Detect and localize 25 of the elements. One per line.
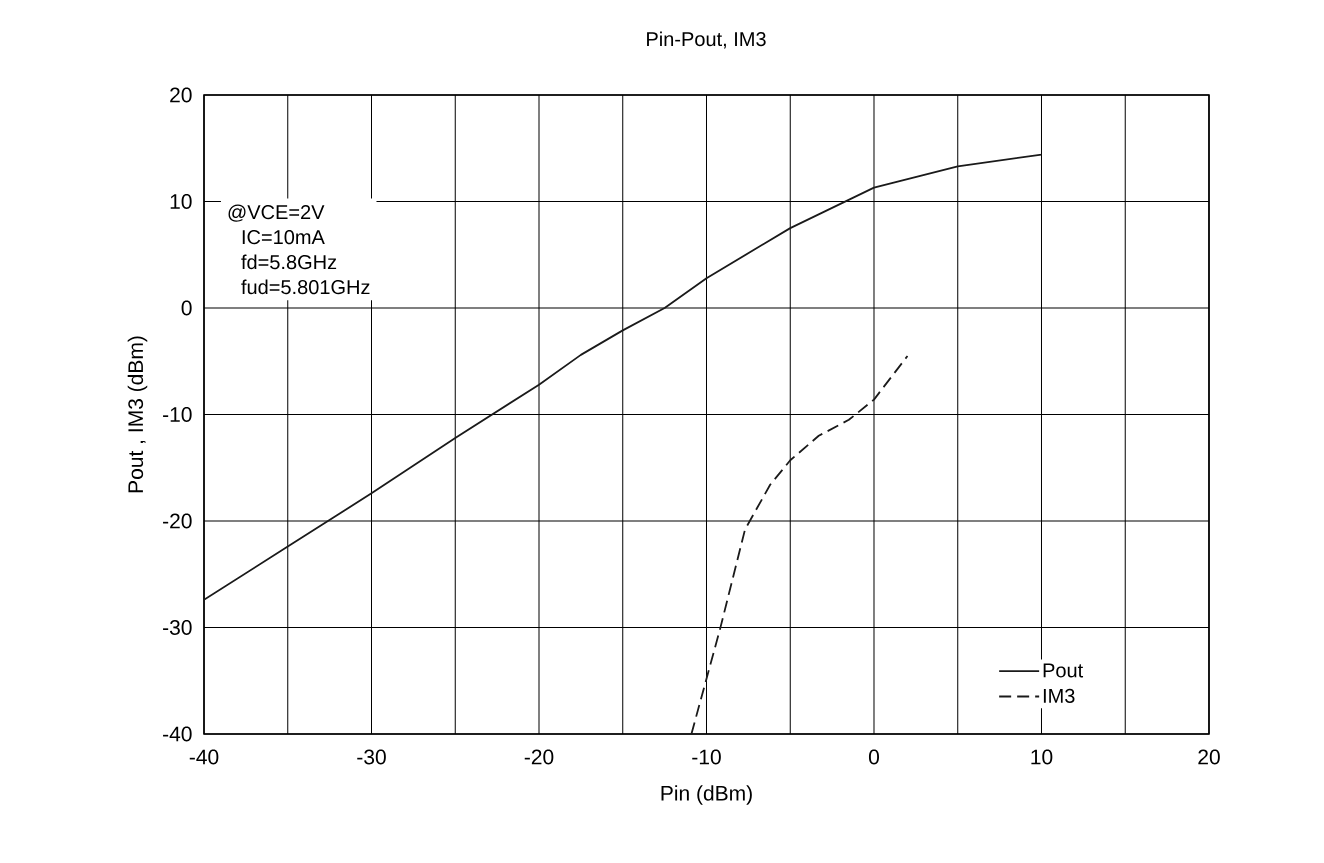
- legend-label: Pout: [1043, 663, 1084, 678]
- x-tick-label: -40: [189, 749, 219, 765]
- y-tick-label: -40: [163, 726, 192, 742]
- x-tick-label: 10: [1031, 749, 1053, 765]
- legend-label: IM3: [1043, 688, 1075, 703]
- y-tick-label: -10: [163, 407, 192, 422]
- chart-title: Pin-Pout, IM3: [647, 31, 766, 49]
- y-axis-title: Pout , IM3 (dBm): [127, 336, 148, 493]
- y-tick-label: -20: [163, 513, 192, 529]
- line-series: [690, 355, 909, 734]
- line-series: [204, 153, 1043, 601]
- annotation: fud=5.801GHz: [241, 279, 370, 295]
- y-tick-label: 20: [170, 87, 192, 103]
- annotation: IC=10mA: [242, 230, 325, 245]
- annotation: fd=5.8GHz: [241, 254, 337, 270]
- y-tick-label: -30: [163, 620, 192, 635]
- x-tick-label: -10: [692, 749, 721, 765]
- x-axis-title: Pin (dBm): [661, 785, 752, 805]
- x-tick-label: -30: [357, 749, 386, 765]
- y-tick-label: 10: [170, 194, 192, 209]
- x-tick-label: -20: [524, 749, 554, 765]
- y-tick-label: 0: [181, 300, 192, 316]
- annotation: @VCE=2V: [228, 204, 325, 222]
- x-tick-label: 20: [1198, 749, 1220, 765]
- x-tick-label: 0: [868, 749, 880, 765]
